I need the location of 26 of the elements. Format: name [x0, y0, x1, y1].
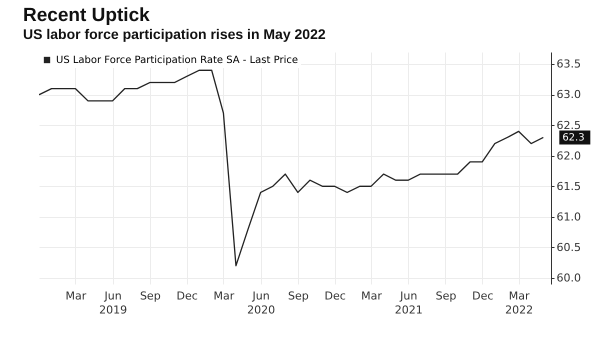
x-tick-label: Jun 2021	[394, 290, 423, 316]
x-tick-label: Jun 2020	[247, 290, 276, 316]
chart-title: Recent Uptick	[23, 5, 150, 26]
x-tick-label: Dec	[324, 290, 346, 302]
x-tick-label: Dec	[176, 290, 198, 302]
x-tick-label: Dec	[472, 290, 494, 302]
y-tick-label: 60.5	[556, 240, 581, 254]
y-tick-label: 62.5	[556, 118, 581, 132]
x-tick-label: Mar	[361, 290, 382, 302]
x-tick-label: Mar	[66, 290, 87, 302]
x-tick-label: Mar	[214, 290, 235, 302]
y-tick-label: 62.0	[556, 149, 581, 162]
y-tick-label: 63.5	[556, 58, 581, 71]
x-tick-label: Sep	[140, 290, 161, 302]
x-tick-label: Mar 2022	[505, 290, 534, 316]
x-tick-label: Jun 2019	[99, 290, 128, 316]
y-tick-label: 61.5	[556, 180, 581, 193]
y-tick-label: 61.0	[556, 210, 581, 224]
y-tick-label: 63.0	[556, 88, 581, 102]
chart-subtitle: US labor force participation rises in May 2022	[23, 26, 326, 42]
x-tick-label: Sep	[436, 290, 456, 302]
line-series	[39, 70, 544, 266]
y-tick-label: 60.0	[556, 271, 581, 284]
annotation: 62.3	[562, 132, 585, 144]
legend-label: US Labor Force Participation Rate SA - Last Price	[56, 55, 298, 66]
x-tick-label: Sep	[288, 290, 309, 302]
